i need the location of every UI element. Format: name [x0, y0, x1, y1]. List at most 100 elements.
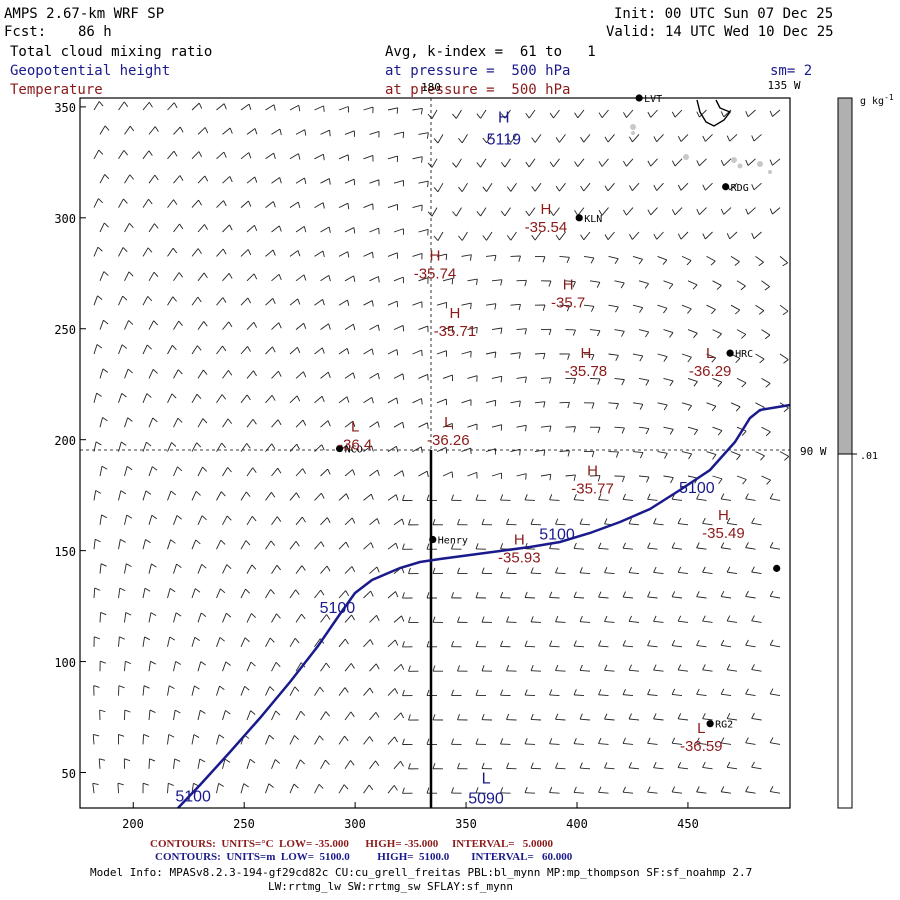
wind-barb [408, 519, 419, 526]
wind-barb [265, 104, 276, 111]
wind-barb [663, 329, 674, 338]
wind-barb [491, 424, 503, 431]
wind-barb [755, 304, 765, 315]
wind-barb [629, 231, 640, 240]
wind-barb [442, 277, 454, 285]
wind-barb [647, 207, 658, 216]
wind-barb [516, 376, 527, 383]
wind-barb [387, 155, 399, 163]
wind-barb [622, 786, 634, 794]
wind-barb [191, 734, 200, 745]
wind-barb [240, 491, 251, 501]
wind-barb [191, 393, 202, 404]
wind-barb [622, 542, 634, 550]
wind-barb [745, 493, 756, 501]
wind-barb [751, 231, 762, 239]
wind-barb [583, 450, 595, 458]
wind-barb [222, 176, 233, 184]
wind-barb [589, 426, 601, 434]
wind-barb [598, 542, 609, 550]
wind-barb [614, 329, 625, 337]
wind-barb [271, 419, 282, 428]
wind-barb [412, 204, 423, 212]
wind-barb [216, 151, 227, 160]
wind-barb [598, 640, 609, 648]
colorbar-fill [837, 97, 853, 455]
wind-barb [614, 377, 625, 386]
wind-barb [173, 417, 183, 428]
wind-barb [638, 280, 649, 289]
wind-barb [148, 369, 158, 379]
wind-barb [338, 154, 350, 161]
wind-barb [769, 688, 781, 697]
wind-barb [579, 762, 591, 770]
wind-barb [657, 304, 668, 314]
wind-barb [173, 612, 182, 623]
wind-barb [124, 125, 135, 135]
temp-extreme-value: -36.26 [427, 432, 470, 449]
wind-barb [549, 591, 560, 599]
wind-barb [598, 786, 609, 794]
wind-barb [118, 587, 126, 599]
wind-barb [457, 567, 468, 575]
wind-barb [687, 329, 698, 339]
wind-barb [534, 255, 546, 263]
wind-barb [706, 256, 716, 266]
wind-barb [197, 127, 209, 135]
wind-barb [540, 377, 552, 384]
wind-barb [583, 353, 595, 361]
wind-barb [500, 591, 511, 599]
station-marker [773, 564, 781, 572]
wind-barb [769, 158, 781, 166]
wind-barb [246, 321, 258, 330]
wind-barb [730, 304, 741, 315]
wind-barb [338, 735, 349, 745]
wind-barb [769, 639, 781, 648]
wind-barb [99, 514, 108, 525]
wind-barb [647, 109, 658, 118]
wind-barb [173, 272, 184, 282]
wind-barb [779, 256, 788, 267]
temp-extreme-kind: L [697, 720, 705, 737]
wind-barb [540, 280, 552, 287]
height-label: H [498, 109, 510, 126]
wind-barb [549, 689, 560, 697]
wind-barb [387, 300, 399, 308]
wind-barb [702, 615, 713, 623]
wind-barb [555, 518, 566, 526]
wind-barb [500, 543, 511, 550]
wind-barb [289, 346, 301, 355]
wind-barb [638, 426, 650, 435]
wind-barb [559, 255, 570, 263]
wind-barb [173, 223, 184, 233]
wind-barb [393, 518, 405, 526]
wind-barb [653, 713, 664, 721]
wind-barb [573, 542, 585, 550]
wind-barb [555, 762, 566, 770]
wind-barb [540, 473, 552, 481]
wind-barb [726, 231, 738, 240]
wind-barb [677, 517, 689, 526]
wind-barb [393, 712, 405, 721]
wind-barb [369, 469, 380, 477]
wind-barb [677, 134, 689, 142]
wind-barb [555, 567, 566, 575]
wind-barb [712, 426, 723, 436]
temp-extreme-kind: L [706, 345, 714, 362]
wind-barb [457, 665, 468, 672]
wind-barb [363, 639, 374, 648]
wind-barb [148, 174, 159, 184]
init-time: Init: 00 UTC Sun 07 Dec 25 [614, 6, 834, 22]
wind-barb [393, 470, 405, 477]
wind-barb [246, 418, 257, 428]
wind-barb [687, 377, 698, 387]
wind-barb [363, 736, 374, 745]
wind-barb [289, 492, 300, 501]
wind-barb [338, 541, 350, 550]
wind-barb [457, 714, 468, 721]
wind-barb [702, 231, 713, 240]
wind-barb [427, 207, 438, 217]
wind-barb [246, 661, 256, 672]
wind-barb [216, 394, 227, 404]
field3-name: Temperature [10, 82, 103, 98]
